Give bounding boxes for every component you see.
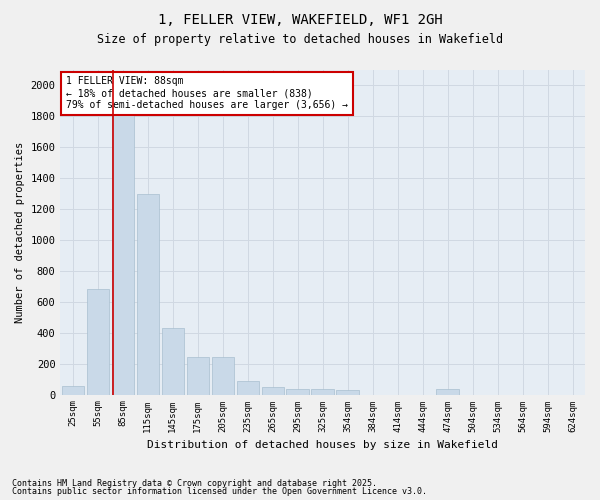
Text: Size of property relative to detached houses in Wakefield: Size of property relative to detached ho… bbox=[97, 32, 503, 46]
Bar bbox=[112, 114, 134, 394]
Bar bbox=[187, 358, 209, 395]
Bar bbox=[337, 390, 359, 394]
Bar bbox=[262, 387, 284, 394]
Text: Contains public sector information licensed under the Open Government Licence v3: Contains public sector information licen… bbox=[12, 487, 427, 496]
Bar bbox=[212, 358, 234, 395]
Bar bbox=[436, 389, 459, 394]
Text: Contains HM Land Registry data © Crown copyright and database right 2025.: Contains HM Land Registry data © Crown c… bbox=[12, 478, 377, 488]
Bar bbox=[62, 386, 84, 394]
Bar bbox=[311, 389, 334, 394]
Bar bbox=[236, 382, 259, 394]
X-axis label: Distribution of detached houses by size in Wakefield: Distribution of detached houses by size … bbox=[147, 440, 498, 450]
Y-axis label: Number of detached properties: Number of detached properties bbox=[15, 142, 25, 323]
Bar bbox=[286, 389, 309, 394]
Text: 1 FELLER VIEW: 88sqm
← 18% of detached houses are smaller (838)
79% of semi-deta: 1 FELLER VIEW: 88sqm ← 18% of detached h… bbox=[65, 76, 347, 110]
Bar bbox=[86, 288, 109, 395]
Bar bbox=[161, 328, 184, 394]
Bar bbox=[137, 194, 159, 394]
Text: 1, FELLER VIEW, WAKEFIELD, WF1 2GH: 1, FELLER VIEW, WAKEFIELD, WF1 2GH bbox=[158, 12, 442, 26]
